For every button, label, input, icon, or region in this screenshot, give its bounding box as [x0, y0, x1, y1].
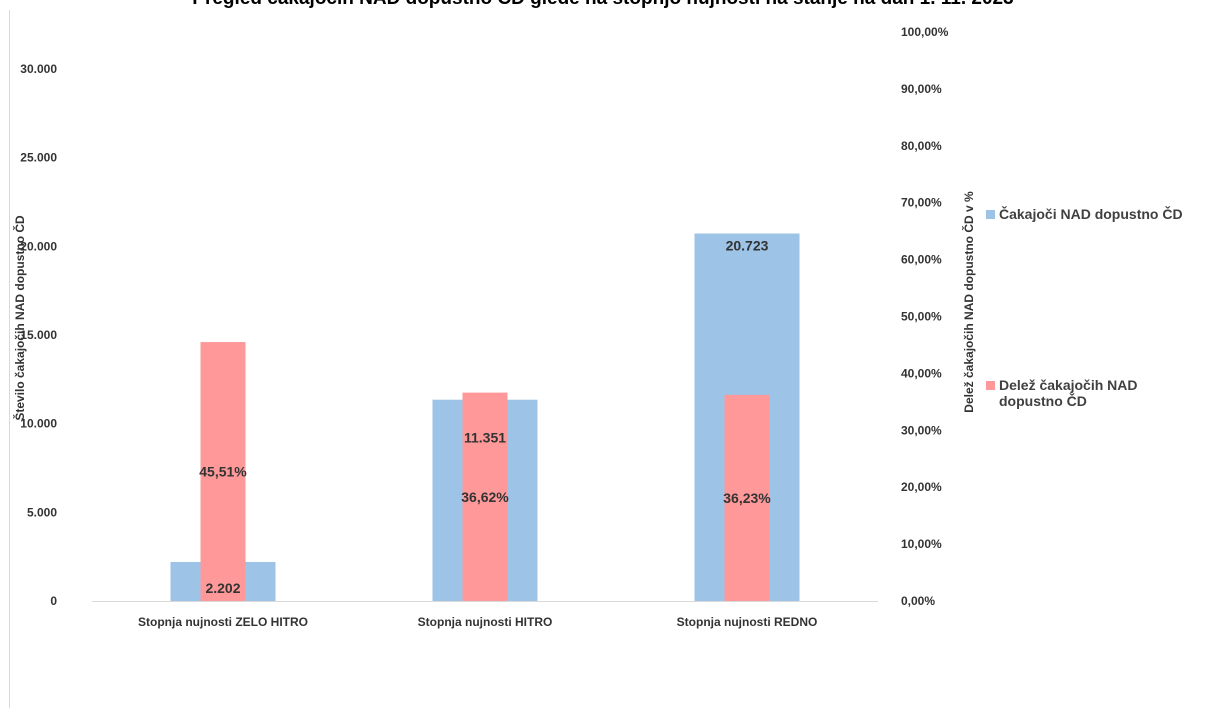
data-label-count: 2.202	[205, 580, 240, 596]
y-tick-label-right: 100,00%	[901, 25, 949, 39]
y-tick-label-left: 30.000	[20, 62, 57, 76]
y-tick-label-right: 70,00%	[901, 196, 942, 210]
y-tick-label-right: 0,00%	[901, 594, 935, 608]
data-label-share: 36,23%	[723, 490, 771, 506]
data-label-count: 11.351	[464, 430, 506, 446]
y-tick-label-left: 15.000	[20, 328, 57, 342]
y-tick-label-left: 25.000	[20, 151, 57, 165]
y-tick-label-right: 50,00%	[901, 310, 942, 324]
data-label-share: 45,51%	[199, 464, 247, 480]
y-tick-label-left: 10.000	[20, 417, 57, 431]
y-tick-label-left: 5.000	[27, 505, 57, 519]
legend: Čakajoči NAD dopustno ČD Delež čakajočih …	[986, 205, 1183, 409]
x-category-label: Stopnja nujnosti REDNO	[677, 615, 818, 629]
data-label-count: 20.723	[726, 238, 769, 254]
bar-share	[724, 394, 770, 601]
bar-share	[200, 342, 246, 601]
y-axis-title-left: Število čakajočih NAD dopustno ČD	[12, 215, 27, 421]
x-category-label: Stopnja nujnosti ZELO HITRO	[138, 615, 308, 629]
y-tick-label-right: 60,00%	[901, 253, 942, 267]
y-tick-label-right: 80,00%	[901, 139, 942, 153]
chart-title: Pregled čakajočih NAD dopustno ČD glede …	[192, 0, 1013, 9]
y-tick-label-right: 10,00%	[901, 537, 942, 551]
legend-swatch-share	[986, 381, 995, 390]
y-tick-label-left: 0	[50, 594, 57, 608]
plot-area: 0 5.000 10.000 15.000 20.000 25.000 30.000 0,00…	[20, 25, 948, 629]
legend-label-count: Čakajoči NAD dopustno ČD	[999, 205, 1183, 222]
legend-swatch-count	[986, 210, 995, 219]
y-tick-label-right: 20,00%	[901, 480, 942, 494]
y-tick-label-left: 20.000	[20, 239, 57, 253]
y-axis-title-right: Delež čakajočih NAD dopustno ČD v %	[961, 191, 976, 413]
x-category-label: Stopnja nujnosti HITRO	[418, 615, 553, 629]
data-label-share: 36,62%	[461, 489, 509, 505]
y-tick-label-right: 30,00%	[901, 423, 942, 437]
legend-label-share: Delež čakajočih NAD dopustno ČD	[999, 377, 1138, 409]
y-tick-label-right: 90,00%	[901, 82, 942, 96]
bar-share	[462, 392, 508, 601]
y-tick-label-right: 40,00%	[901, 366, 942, 380]
